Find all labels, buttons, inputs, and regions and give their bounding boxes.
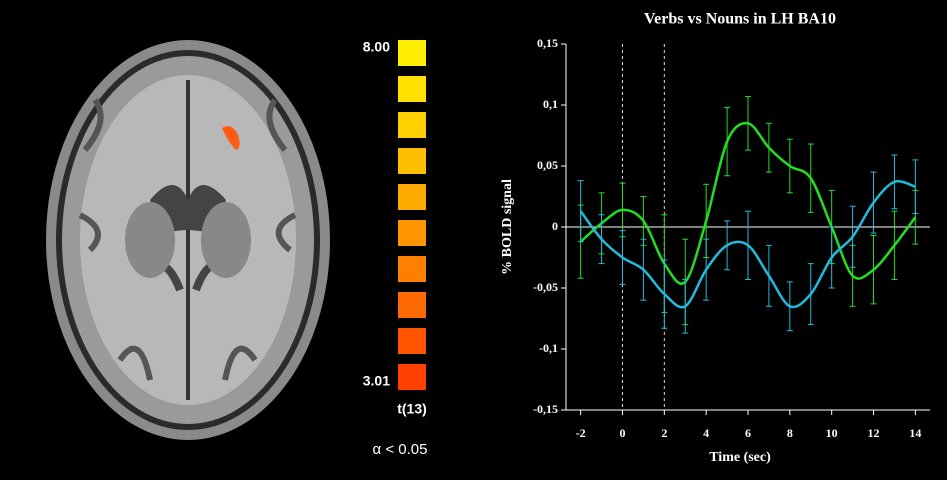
x-tick-label: 0 [619,426,625,440]
figure: 8.00 3.01 t(13) α < 0.05 Verbs vs Nouns … [0,0,947,475]
x-tick-label: 10 [826,426,838,440]
chart-title: Verbs vs Nouns in LH BA10 [644,11,836,28]
colorbar-max: 8.00 [363,39,390,55]
colorbar-min: 3.01 [363,373,390,389]
x-tick-label: 12 [868,426,880,440]
x-axis-label: Time (sec) [709,450,771,465]
y-tick-label: 0,05 [537,158,558,172]
x-tick-label: 4 [703,426,709,440]
x-tick-label: 8 [787,426,793,440]
x-tick-label: 2 [661,426,667,440]
y-tick-label: -0,05 [533,280,558,294]
y-tick-label: 0 [552,219,558,233]
y-tick-label: -0,15 [533,402,558,416]
colorbar-stat: t(13) [397,401,427,417]
alpha-label: α < 0.05 [373,441,428,458]
x-tick-label: 6 [745,426,751,440]
y-tick-label: 0,15 [537,36,558,50]
brain-image [46,40,330,440]
y-axis-label: % BOLD signal [500,179,515,275]
y-tick-label: 0,1 [543,97,558,111]
x-tick-label: 14 [909,426,921,440]
x-tick-label: -2 [576,426,586,440]
y-tick-label: -0,1 [539,341,558,355]
